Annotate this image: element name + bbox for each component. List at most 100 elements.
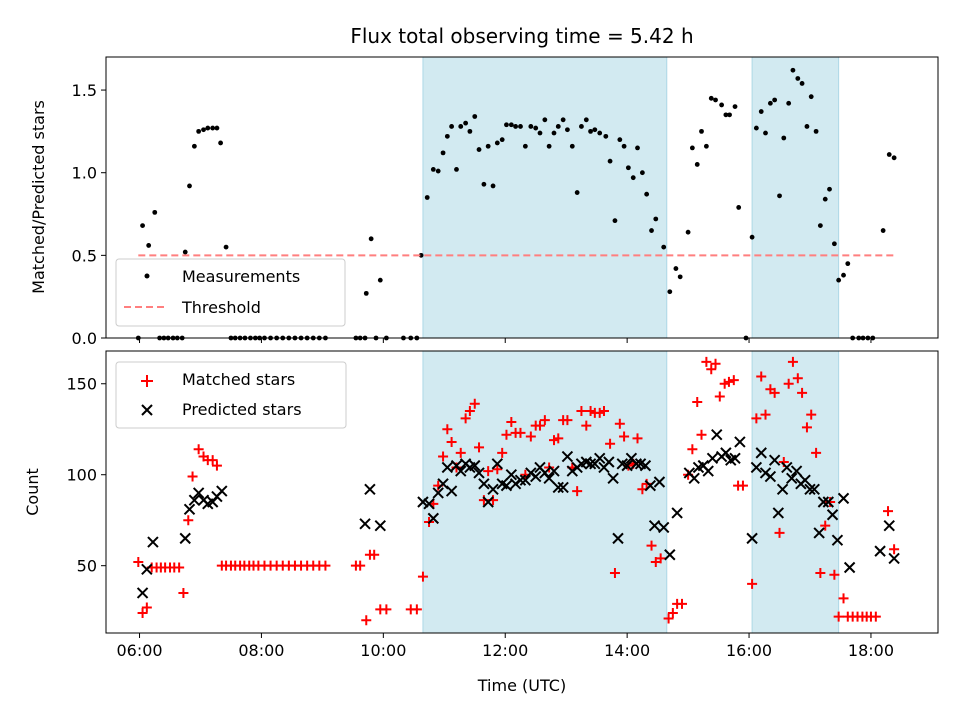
measurements-point xyxy=(454,167,459,172)
measurements-point xyxy=(499,137,505,143)
predicted-stars-point xyxy=(813,527,825,539)
matched-stars-point xyxy=(714,391,725,402)
x-tick-label: 10:00 xyxy=(360,641,406,660)
measurements-point xyxy=(763,130,768,136)
predicted-stars-point xyxy=(607,472,619,485)
matched-stars-point xyxy=(792,373,803,384)
measurements-point xyxy=(827,186,832,192)
measurements-point xyxy=(418,252,424,258)
measurements-point xyxy=(565,127,570,133)
measurements-point xyxy=(813,128,819,134)
matched-stars-point xyxy=(833,611,844,622)
bottom-y-axis-label: Count xyxy=(23,468,42,516)
predicted-stars-point xyxy=(487,483,499,495)
predicted-stars-point xyxy=(584,458,597,470)
measurements-point xyxy=(440,150,446,156)
measurements-point xyxy=(377,277,383,283)
measurements-point xyxy=(799,81,805,86)
predicted-stars-point xyxy=(441,461,454,474)
measurements-point xyxy=(795,76,801,81)
top-axes-frame xyxy=(105,56,939,339)
predicted-stars-point xyxy=(491,458,504,470)
matched-stars-point xyxy=(553,433,564,444)
matched-stars-point xyxy=(801,422,812,433)
predicted-stars-point xyxy=(688,472,700,485)
matched-stars-point xyxy=(696,429,707,440)
matched-stars-point xyxy=(609,567,620,578)
measurements-point xyxy=(749,234,755,240)
measurements-point xyxy=(210,125,216,131)
top-axes-ticks: 0.0 0.5 1.0 1.5 xyxy=(72,81,872,348)
predicted-stars-point xyxy=(594,452,606,465)
x-tick-label: 06:00 xyxy=(116,641,162,660)
matched-stars-point xyxy=(411,604,422,615)
matched-stars-point xyxy=(870,611,881,622)
measurements-point xyxy=(661,244,667,250)
bottom-y-tick-label: 50 xyxy=(77,557,97,576)
measurements-point xyxy=(777,193,782,199)
matched-stars-point xyxy=(701,356,712,367)
matched-stars-point xyxy=(605,438,616,449)
predicted-stars-point xyxy=(630,458,642,470)
matched-stars-point xyxy=(614,418,625,429)
bottom-axes-frame xyxy=(105,350,939,634)
measurements-point xyxy=(831,241,837,247)
matched-stars-point xyxy=(598,406,609,417)
legend-measurements-marker xyxy=(144,273,150,279)
measurements-point xyxy=(685,229,691,235)
matched-stars-point xyxy=(562,415,573,426)
measurements-point xyxy=(808,94,814,100)
x-tick-label: 18:00 xyxy=(848,641,894,660)
predicted-stars-point xyxy=(822,496,834,508)
measurements-point xyxy=(817,223,823,229)
predicted-stars-point xyxy=(530,470,542,483)
predicted-stars-point xyxy=(702,465,714,477)
measurements-point xyxy=(649,228,654,233)
matched-stars-point xyxy=(469,398,480,409)
measurements-point xyxy=(727,112,732,118)
measurements-point xyxy=(146,243,152,248)
predicted-stars-point xyxy=(612,532,624,545)
matched-stars-point xyxy=(619,431,630,442)
measurements-point xyxy=(713,97,718,103)
predicted-stars-point xyxy=(843,561,856,574)
measurements-point xyxy=(708,95,714,101)
measurements-point xyxy=(612,218,618,224)
matched-stars-point xyxy=(515,427,526,438)
predicted-stars-point xyxy=(136,587,149,599)
predicted-stars-point xyxy=(734,436,746,448)
measurements-point xyxy=(518,124,523,129)
predicted-stars-point xyxy=(808,483,820,495)
measurements-point xyxy=(667,289,673,295)
matched-stars-point xyxy=(174,562,185,573)
matched-stars-point xyxy=(706,364,717,375)
predicted-stars-point xyxy=(548,465,560,477)
measurements-point xyxy=(494,140,500,146)
measurements-point xyxy=(476,147,482,152)
predicted-stars-point xyxy=(644,479,657,492)
x-tick-label: 12:00 xyxy=(482,641,528,660)
matched-stars-point xyxy=(811,447,822,458)
predicted-stars-point xyxy=(772,507,785,519)
matched-stars-point xyxy=(728,375,739,386)
measurements-point xyxy=(467,128,473,134)
measurements-point xyxy=(196,128,202,134)
measurements-point xyxy=(182,249,188,255)
measurements-point xyxy=(804,124,810,129)
predicted-stars-point xyxy=(469,459,481,472)
predicted-stars-point xyxy=(888,552,900,565)
measurements-point xyxy=(719,102,725,108)
matched-stars-point xyxy=(576,406,587,417)
matched-stars-point xyxy=(211,460,222,471)
predicted-stars-point xyxy=(768,454,781,466)
measurements-point xyxy=(880,228,886,233)
matched-stars-point xyxy=(492,464,503,475)
matched-stars-point xyxy=(692,396,703,407)
predicted-stars-point xyxy=(781,461,793,474)
x-tick-label: 16:00 xyxy=(726,641,772,660)
matched-stars-point xyxy=(829,569,840,580)
measurements-point xyxy=(845,261,851,267)
legend-predicted-marker xyxy=(141,404,153,416)
matched-stars-point xyxy=(525,431,536,442)
matched-stars-point xyxy=(460,413,471,424)
